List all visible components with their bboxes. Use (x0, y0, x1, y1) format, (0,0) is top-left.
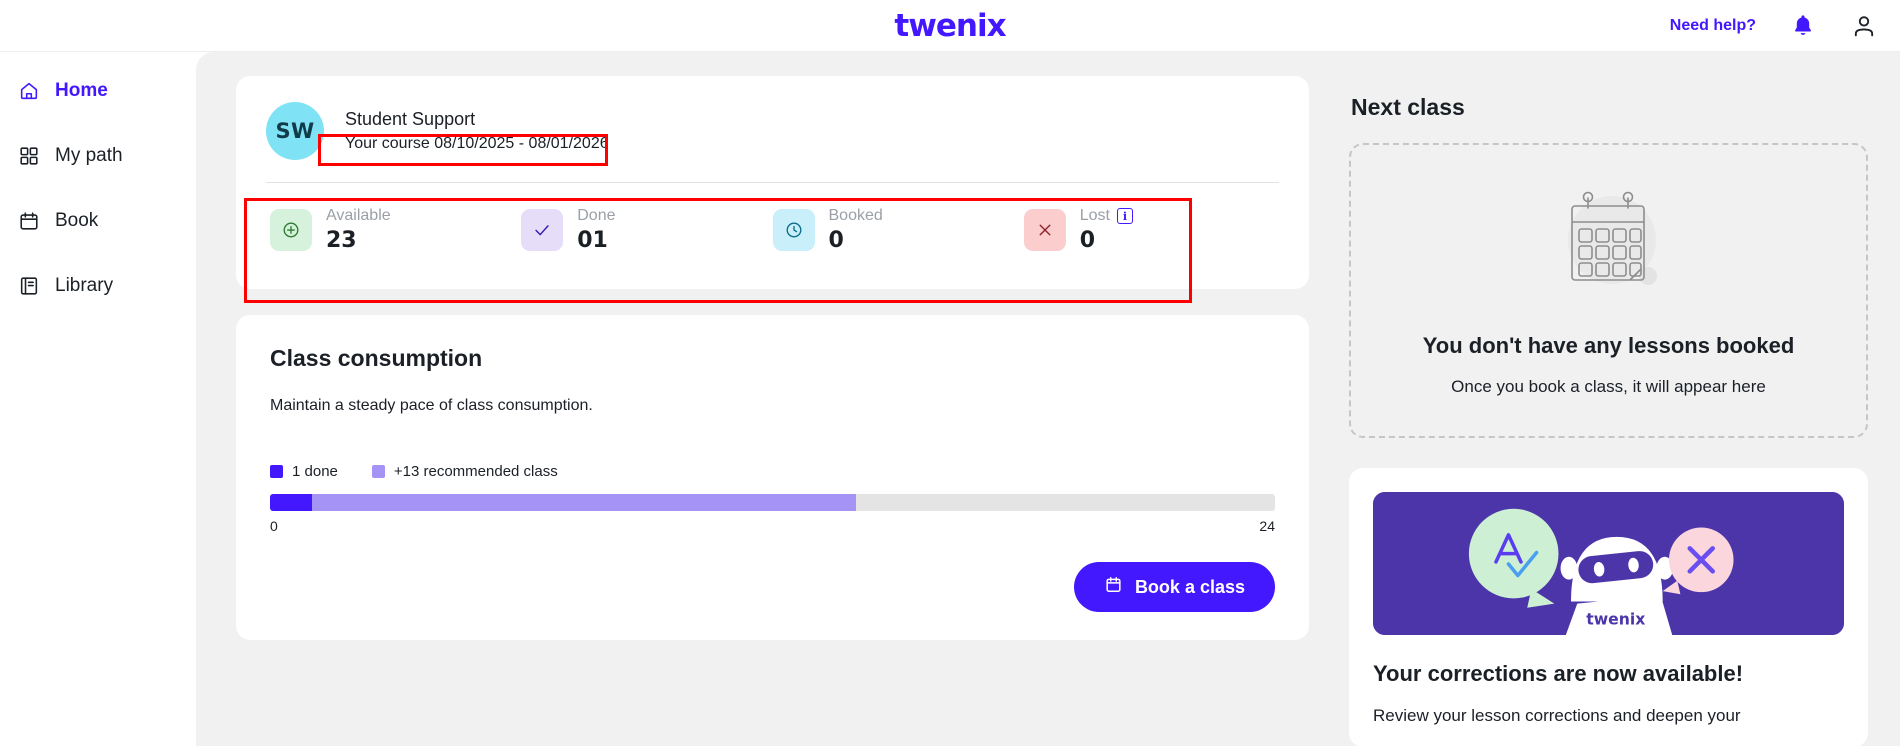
stat-value: 01 (577, 228, 608, 253)
section-subtitle: Maintain a steady pace of class consumpt… (270, 397, 593, 414)
calendar-icon (18, 210, 40, 232)
sidebar-item-my-path[interactable]: My path (0, 135, 196, 177)
scrollbar[interactable] (1892, 52, 1900, 746)
page-title: Student Support (345, 109, 476, 129)
stat-label: Done (577, 207, 616, 224)
grid-icon (18, 145, 40, 167)
empty-state-title: You don't have any lessons booked (1422, 333, 1795, 358)
check-icon (521, 209, 564, 251)
info-icon[interactable]: i (1117, 208, 1133, 224)
user-icon[interactable] (1850, 12, 1878, 40)
sidebar: Home My path Book Library (0, 52, 196, 746)
stat-lost[interactable]: Lost i 0 (1023, 207, 1275, 253)
legend-swatch (371, 465, 385, 478)
sidebar-item-label: Home (55, 80, 108, 101)
stat-text: Done 01 (577, 207, 615, 253)
sidebar-item-label: My path (55, 145, 123, 166)
sidebar-item-book[interactable]: Book (0, 200, 196, 242)
stat-label: Available (326, 207, 391, 224)
stat-text: Lost i 0 (1080, 207, 1133, 253)
stat-label-text: Lost (1079, 207, 1110, 224)
brand-logo[interactable]: twenix (894, 7, 1006, 44)
need-help-link[interactable]: Need help? (1669, 16, 1756, 34)
bell-icon[interactable] (1790, 13, 1816, 39)
legend-item-done: 1 done (270, 463, 338, 480)
section-title: Class consumption (270, 345, 483, 371)
stat-value: 23 (326, 228, 357, 253)
axis-min-label: 0 (270, 518, 278, 534)
svg-text:twenix: twenix (1586, 609, 1645, 628)
chart-legend: 1 done +13 recommended class (270, 463, 1275, 480)
top-bar: twenix Need help? (0, 0, 1900, 52)
class-consumption-card: Class consumption Maintain a steady pace… (236, 315, 1309, 640)
calendar-icon (1104, 575, 1123, 599)
empty-state-subtitle: Once you book a class, it will appear he… (1451, 377, 1766, 396)
progress-bar-done-segment (270, 494, 312, 511)
stat-text: Booked 0 (829, 207, 883, 253)
home-icon (18, 80, 40, 102)
clock-icon (772, 209, 815, 251)
close-x-icon (1023, 209, 1066, 251)
next-class-empty-state: You don't have any lessons booked Once y… (1349, 143, 1868, 438)
stats-row: Available 23 Done 01 (266, 183, 1279, 279)
stat-value: 0 (1079, 228, 1096, 253)
top-bar-actions: Need help? (1670, 12, 1878, 40)
stat-label: Lost i (1080, 207, 1133, 225)
stat-available[interactable]: Available 23 (270, 207, 521, 253)
book-a-class-button[interactable]: Book a class (1073, 562, 1275, 612)
legend-label: 1 done (292, 463, 338, 480)
stat-text: Available 23 (326, 207, 391, 253)
left-column: SW Student Support Your course 08/10/202… (236, 76, 1309, 746)
calendar-illustration (1544, 184, 1674, 309)
legend-item-recommended: +13 recommended class (371, 463, 558, 480)
profile-header: SW Student Support Your course 08/10/202… (266, 102, 1279, 160)
right-column: Next class (1349, 76, 1868, 746)
sidebar-item-library[interactable]: Library (0, 265, 196, 307)
progress-bar-axis: 0 24 (270, 518, 1275, 534)
profile-info: Student Support Your course 08/10/2025 -… (345, 109, 609, 153)
book-icon (18, 275, 40, 297)
promo-title: Your corrections are now available! (1373, 661, 1744, 686)
avatar: SW (266, 102, 324, 160)
course-date-range: Your course 08/10/2025 - 08/01/2026 (345, 135, 609, 152)
sidebar-item-label: Book (55, 210, 99, 231)
sidebar-item-label: Library (55, 275, 114, 296)
stat-value: 0 (828, 228, 844, 253)
legend-swatch (270, 465, 283, 478)
main-canvas: SW Student Support Your course 08/10/202… (196, 52, 1900, 746)
legend-label: +13 recommended class (393, 463, 558, 480)
progress-bar-recommended-segment (311, 494, 857, 511)
progress-bar (270, 494, 1275, 511)
card-actions: Book a class (270, 562, 1275, 612)
promo-text: Review your lesson corrections and deepe… (1373, 706, 1741, 725)
sidebar-item-home[interactable]: Home (0, 70, 196, 112)
plus-circle-icon (270, 209, 312, 251)
book-a-class-label: Book a class (1134, 576, 1245, 597)
axis-max-label: 24 (1259, 518, 1275, 534)
stat-done[interactable]: Done 01 (521, 207, 772, 253)
stat-booked[interactable]: Booked 0 (772, 207, 1024, 253)
next-class-title: Next class (1351, 94, 1465, 120)
profile-summary-card: SW Student Support Your course 08/10/202… (236, 76, 1309, 303)
corrections-promo-card[interactable]: twenix Your corrections are now availabl… (1349, 468, 1868, 746)
robot-illustration: twenix (1373, 492, 1844, 635)
divider (266, 182, 1279, 183)
stat-label: Booked (828, 207, 883, 224)
